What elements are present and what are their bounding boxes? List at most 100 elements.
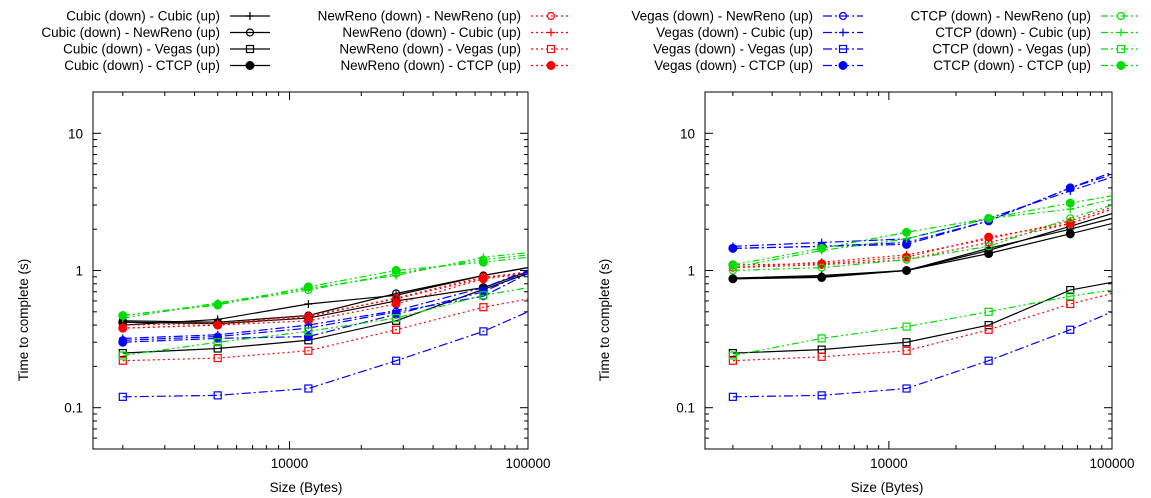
data-point xyxy=(902,322,911,331)
data-point xyxy=(478,274,488,284)
legend-label: Cubic (down) - CTCP (up) xyxy=(64,58,220,73)
data-point xyxy=(902,338,911,347)
data-point xyxy=(304,384,313,393)
plot-frame xyxy=(92,91,529,450)
data-point xyxy=(984,356,993,365)
data-point xyxy=(1066,292,1075,301)
data-point xyxy=(902,384,911,393)
data-point xyxy=(817,272,827,282)
data-point xyxy=(213,391,222,400)
legend-label: Vegas (down) - CTCP (up) xyxy=(654,58,813,73)
legend-label: Vegas (down) - Vegas (up) xyxy=(653,42,813,57)
legend-label: Vegas (down) - Cubic (up) xyxy=(656,25,813,40)
series-line xyxy=(122,252,528,319)
legend-marker xyxy=(547,28,555,37)
data-point xyxy=(391,266,401,275)
data-point xyxy=(728,351,737,360)
data-point xyxy=(902,255,911,264)
series-line xyxy=(732,195,1112,266)
series-line xyxy=(122,254,528,317)
series-line xyxy=(732,292,1112,362)
data-point xyxy=(479,303,488,312)
series-line xyxy=(732,208,1112,269)
legend-marker xyxy=(546,44,556,54)
data-point xyxy=(984,307,993,316)
x-tick-label: 10000 xyxy=(271,456,309,471)
x-tick-label: 100000 xyxy=(1089,456,1134,471)
y-tick-label: 0.1 xyxy=(676,401,695,416)
data-point xyxy=(118,323,128,333)
chart-legend: Cubic (down) - Cubic (up) Cubic (down) - … xyxy=(41,9,1141,73)
x-tick-label: 10000 xyxy=(870,456,908,471)
y-tick-label: 0.1 xyxy=(64,401,83,416)
legend-marker xyxy=(1116,11,1126,21)
data-point xyxy=(1065,229,1075,239)
legend-label: NewReno (down) - CTCP (up) xyxy=(340,58,521,73)
series-line xyxy=(122,267,528,326)
data-point xyxy=(817,352,826,361)
data-point xyxy=(728,243,738,253)
series-line xyxy=(732,222,1112,280)
data-point xyxy=(392,356,401,365)
y-tick-label: 1 xyxy=(75,264,83,279)
data-point xyxy=(118,310,128,320)
x-tick-label: 100000 xyxy=(505,456,550,471)
series-line xyxy=(122,298,528,362)
data-point xyxy=(984,242,993,251)
series-line xyxy=(732,174,1112,249)
series-line xyxy=(122,272,528,354)
data-point xyxy=(304,346,313,355)
series-line xyxy=(122,272,528,329)
series-line xyxy=(732,208,1112,266)
series-group xyxy=(728,171,1112,401)
legend-marker xyxy=(245,28,255,37)
plot-area-left: 10000 100000 0.1 1 10 xyxy=(64,91,551,471)
data-point xyxy=(304,327,313,336)
series-line xyxy=(122,272,528,329)
series-line xyxy=(122,271,528,343)
data-point xyxy=(902,346,911,355)
data-point xyxy=(213,300,223,310)
data-point xyxy=(118,392,127,401)
data-point xyxy=(303,332,313,342)
plot-area-right: 10000 100000 0.1 1 10 xyxy=(676,91,1135,471)
legend-label: CTCP (down) - Vegas (up) xyxy=(932,42,1091,57)
series-line xyxy=(732,217,1112,279)
series-line xyxy=(732,289,1112,357)
series-line xyxy=(122,267,528,323)
data-point xyxy=(213,344,222,353)
data-point xyxy=(213,320,223,330)
data-point xyxy=(1066,285,1075,295)
legend-marker xyxy=(246,12,254,20)
data-point xyxy=(303,282,313,292)
data-point xyxy=(728,260,738,270)
chart-left: 10000 100000 0.1 1 10 Size (Bytes) Time to c… xyxy=(16,91,551,495)
data-point xyxy=(1066,299,1075,309)
legend-marker xyxy=(838,11,848,21)
legend-label: Cubic (down) - Cubic (up) xyxy=(66,9,220,24)
y-tick-label: 10 xyxy=(680,126,695,141)
data-point xyxy=(984,249,994,259)
data-point xyxy=(118,337,128,347)
data-point xyxy=(118,356,127,365)
legend-marker xyxy=(245,44,255,54)
series-line xyxy=(122,311,528,398)
legend-marker xyxy=(1116,44,1126,54)
legend-label: NewReno (down) - NewReno (up) xyxy=(318,9,521,24)
data-point xyxy=(478,257,488,267)
legend-label: CTCP (down) - Cubic (up) xyxy=(935,25,1091,40)
data-point xyxy=(984,320,993,330)
series-line xyxy=(122,271,528,326)
series-line xyxy=(732,204,1112,272)
data-point xyxy=(817,334,826,343)
data-point xyxy=(1066,325,1075,334)
data-point xyxy=(1065,183,1075,193)
data-point xyxy=(304,299,313,308)
series-line xyxy=(732,281,1112,354)
data-point xyxy=(984,213,994,223)
data-point xyxy=(902,227,912,237)
x-axis-label: Size (Bytes) xyxy=(270,480,343,495)
data-point xyxy=(817,263,826,272)
legend-label: Cubic (down) - Vegas (up) xyxy=(63,42,220,57)
x-axis-label: Size (Bytes) xyxy=(851,480,924,495)
